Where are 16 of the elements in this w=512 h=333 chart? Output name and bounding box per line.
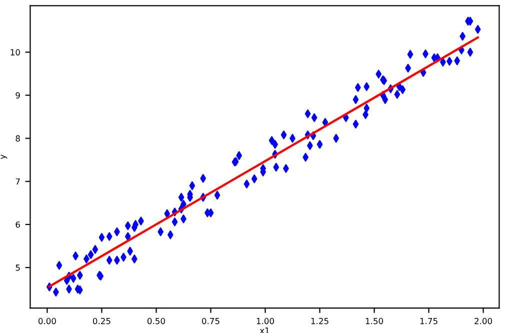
x-tick-label: 1.00 (256, 318, 274, 324)
y-tick-label: 9 (16, 92, 20, 99)
x-tick-label: 0.25 (92, 318, 110, 324)
y-tick-label: 5 (16, 264, 20, 271)
x-tick-label: 2.00 (474, 318, 492, 324)
x-tick-label: 1.25 (311, 318, 328, 324)
x-tick-label: 0.75 (202, 318, 220, 324)
y-axis-title: y (0, 154, 8, 160)
y-tick-label: 8 (16, 135, 20, 142)
y-tick-label: 7 (16, 178, 20, 185)
x-tick-label: 0.00 (38, 318, 56, 324)
y-tick-label: 10 (10, 49, 20, 56)
x-tick-label: 1.75 (420, 318, 438, 324)
x-tick-label: 0.50 (148, 318, 165, 324)
y-tick-label: 6 (16, 221, 20, 228)
x-tick-label: 1.50 (366, 318, 383, 324)
